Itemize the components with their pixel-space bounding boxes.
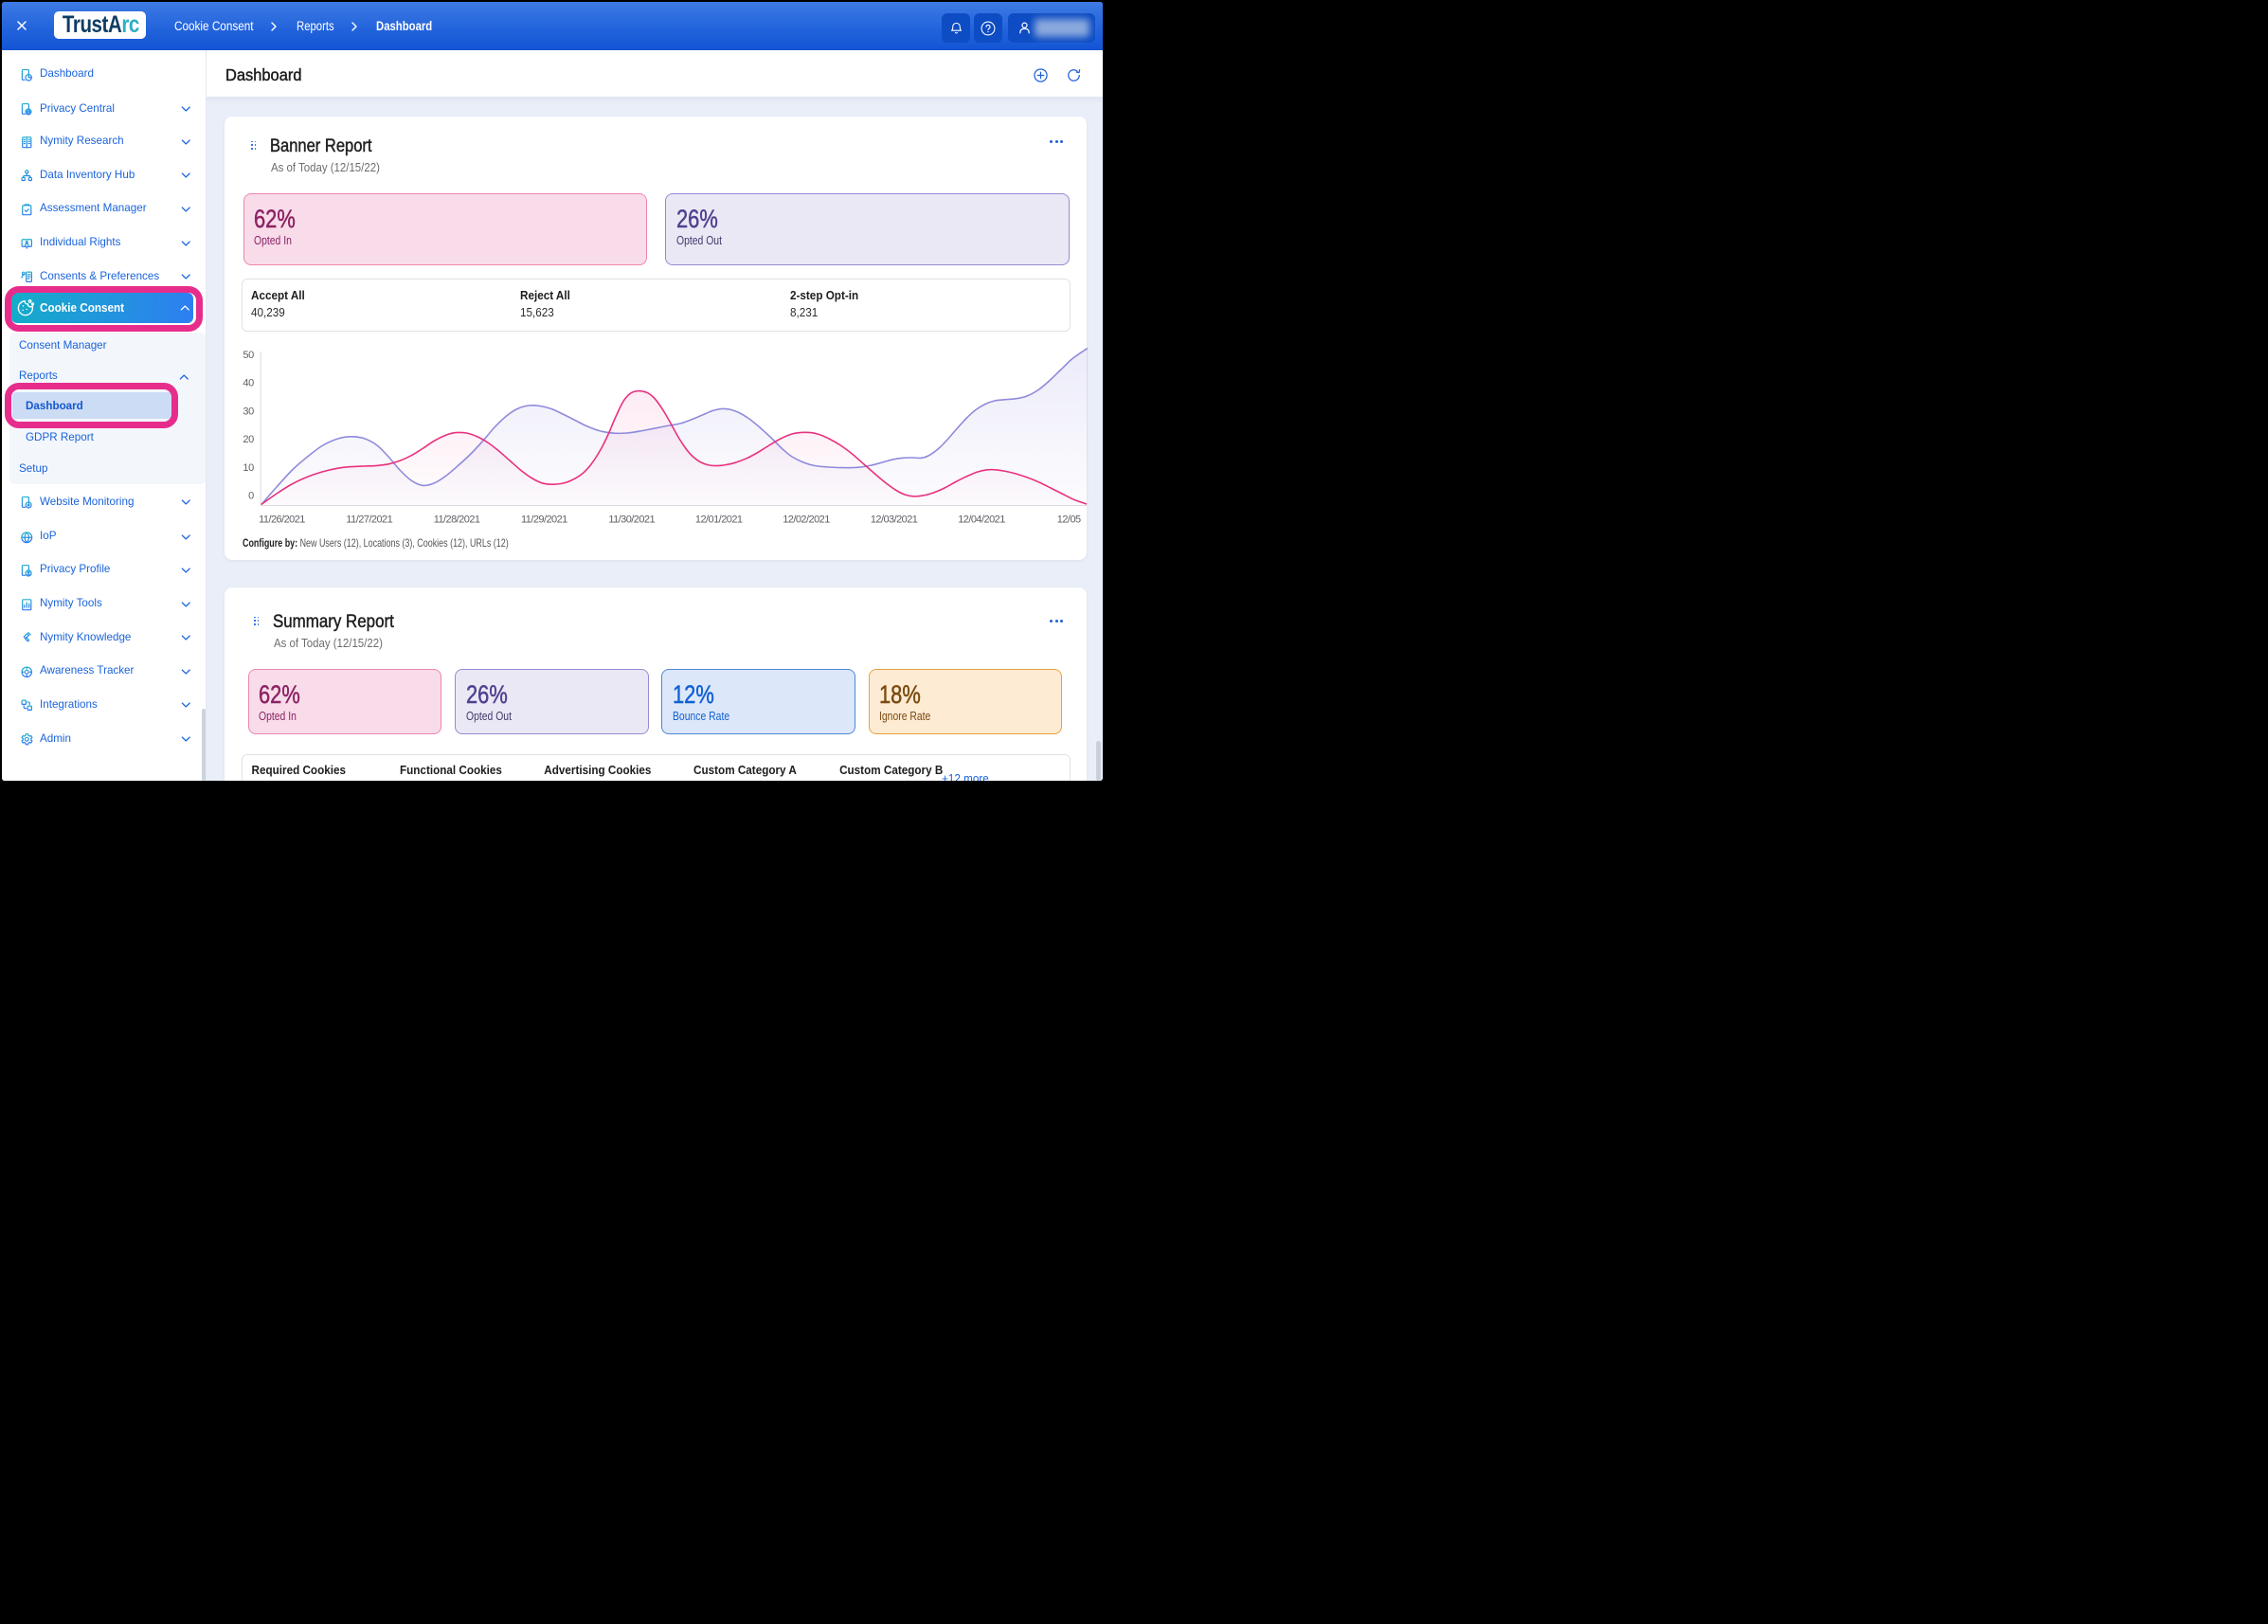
svg-text:10: 10	[243, 462, 254, 474]
svg-text:12/05: 12/05	[1057, 514, 1081, 526]
svg-text:11/28/2021: 11/28/2021	[434, 514, 480, 526]
svg-text:12/02/2021: 12/02/2021	[783, 514, 830, 526]
svg-text:11/29/2021: 11/29/2021	[521, 514, 567, 526]
svg-text:12/01/2021: 12/01/2021	[695, 514, 743, 526]
svg-text:20: 20	[243, 434, 254, 445]
svg-text:40: 40	[243, 378, 254, 389]
svg-text:11/30/2021: 11/30/2021	[608, 514, 655, 526]
svg-text:11/27/2021: 11/27/2021	[346, 514, 392, 526]
svg-text:50: 50	[243, 350, 254, 361]
svg-text:0: 0	[248, 491, 254, 502]
svg-text:30: 30	[243, 406, 254, 417]
svg-text:12/03/2021: 12/03/2021	[871, 514, 918, 526]
svg-text:11/26/2021: 11/26/2021	[259, 514, 305, 526]
svg-text:12/04/2021: 12/04/2021	[958, 514, 1005, 526]
